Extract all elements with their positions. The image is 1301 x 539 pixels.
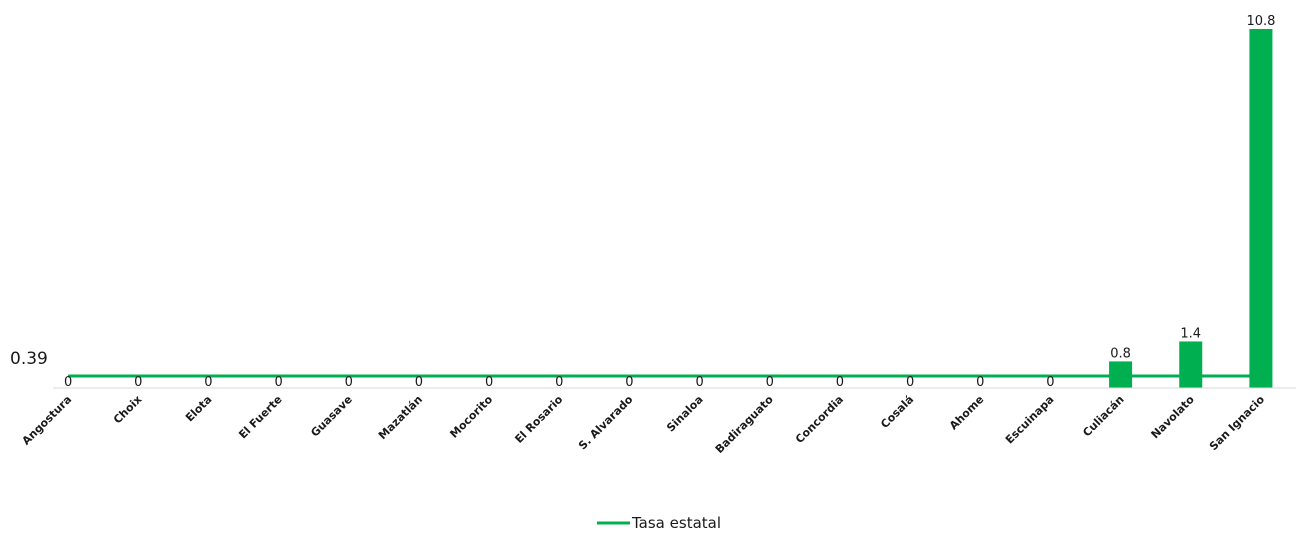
x-tick-label: Choix	[111, 393, 144, 426]
data-label: 0	[766, 375, 774, 390]
data-label: 0	[976, 375, 984, 390]
x-tick-label: Elota	[183, 393, 214, 424]
data-label: 10.8	[1246, 14, 1275, 29]
x-tick-label: Angostura	[20, 393, 75, 448]
data-label: 0	[204, 375, 212, 390]
legend: Tasa estatal	[597, 514, 721, 532]
data-label: 0	[274, 375, 282, 390]
data-label: 1.4	[1180, 326, 1201, 341]
data-label: 0	[906, 375, 914, 390]
data-label: 0	[64, 375, 72, 390]
x-tick-label: Concordia	[793, 393, 846, 446]
data-label: 0	[485, 375, 493, 390]
bar-san-ignacio	[1249, 29, 1273, 388]
data-labels-layer: 0 0 0 0 0 0 0 0 0 0 0 0 0 0 0 0.8 1.4 10.8 0.39	[10, 14, 1275, 390]
x-tick-label: Navolato	[1149, 393, 1198, 442]
x-tick-label: San Ignacio	[1207, 393, 1267, 453]
data-label: 0	[555, 375, 563, 390]
x-tick-label: S. Alvarado	[576, 393, 636, 453]
x-tick-label: El Rosario	[512, 393, 565, 446]
data-label: 0	[836, 375, 844, 390]
legend-entry-label: Tasa estatal	[631, 514, 721, 532]
data-label: 0.8	[1110, 346, 1131, 361]
data-label: 0	[415, 375, 423, 390]
data-label: 0	[134, 375, 142, 390]
data-label: 0	[1046, 375, 1054, 390]
x-tick-label: Guasave	[308, 393, 355, 440]
data-label: 0	[625, 375, 633, 390]
x-tick-label: Mazatlán	[376, 393, 425, 442]
x-tick-label: El Fuerte	[236, 393, 284, 441]
x-tick-label: Culiacán	[1080, 393, 1126, 439]
x-tick-label: Escuinapa	[1003, 393, 1057, 447]
x-tick-label: Sinaloa	[664, 393, 706, 435]
x-tick-label: Ahome	[947, 393, 986, 432]
x-tick-label: Mocorito	[447, 393, 495, 441]
x-axis: Angostura Choix Elota El Fuerte Guasave Mazat…	[20, 387, 1296, 456]
data-label: 0	[345, 375, 353, 390]
tasa-estatal-label: 0.39	[10, 349, 48, 369]
data-label: 0	[695, 375, 703, 390]
x-tick-label: Badiraguato	[713, 393, 776, 456]
bar-navolato	[1179, 341, 1203, 388]
x-tick-label: Cosalá	[878, 393, 916, 431]
